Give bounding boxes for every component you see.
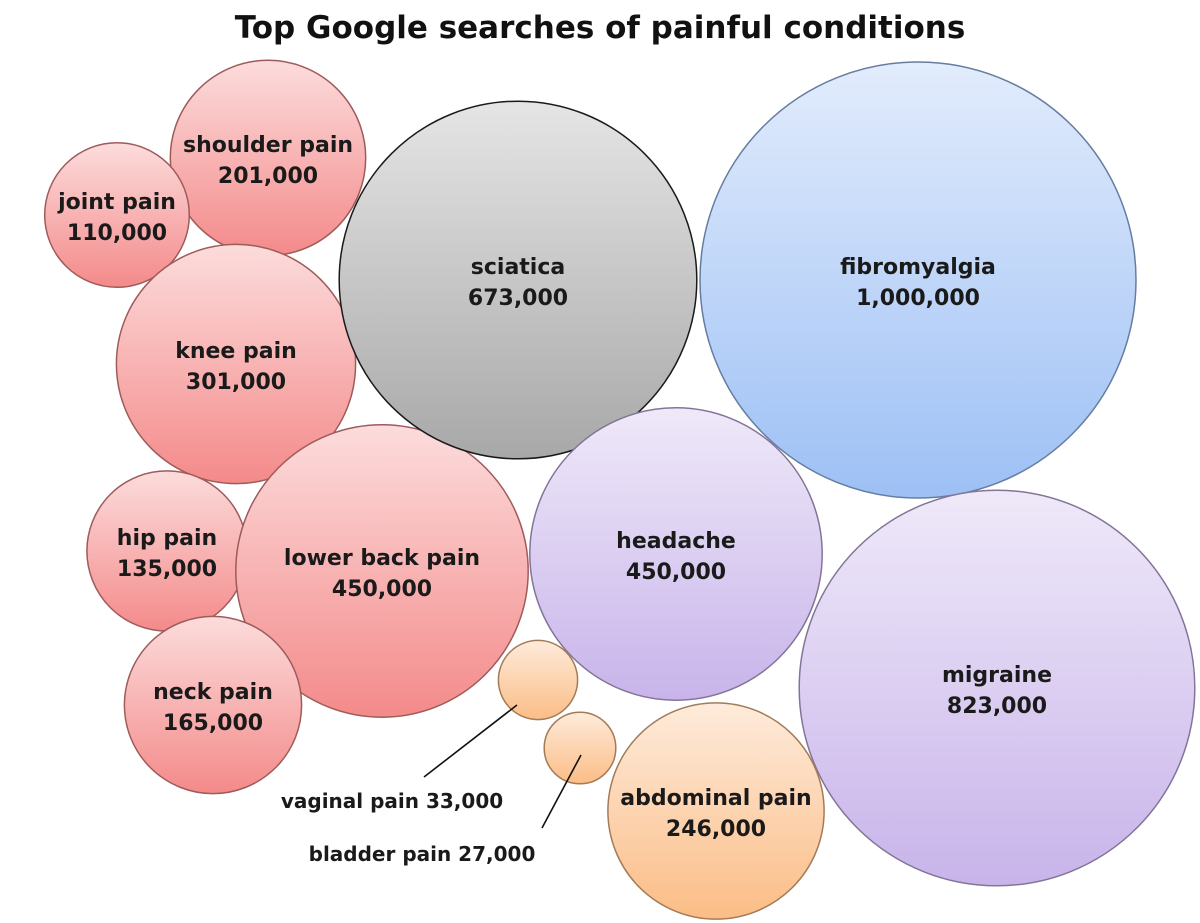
bubble-knee-pain: knee pain 301,000 — [115, 243, 357, 485]
bubble-bladder-pain — [543, 711, 617, 785]
bubble-circle-fibromyalgia — [699, 61, 1137, 499]
bubble-abdominal-pain: abdominal pain 246,000 — [607, 702, 825, 920]
bubble-value-migraine: 823,000 — [947, 694, 1047, 719]
bubble-circle-shoulder-pain — [169, 59, 367, 257]
bubble-value-fibromyalgia: 1,000,000 — [856, 286, 980, 311]
bubble-circle-hip-pain — [86, 470, 248, 632]
bubble-name-lower-back-pain: lower back pain — [284, 546, 480, 571]
bubble-circle-sciatica — [338, 100, 698, 460]
bubble-sciatica: sciatica 673,000 — [338, 100, 698, 460]
bubble-value-knee-pain: 301,000 — [186, 370, 286, 395]
bubble-shoulder-pain: shoulder pain 201,000 — [169, 59, 367, 257]
bubble-value-joint-pain: 110,000 — [67, 221, 167, 246]
bubble-circle-migraine — [798, 489, 1196, 887]
bubble-name-headache: headache — [616, 529, 736, 554]
callout-layer: vaginal pain 33,000 bladder pain 27,000 — [281, 704, 582, 866]
callout-label-vaginal-pain: vaginal pain 33,000 — [281, 789, 503, 813]
bubble-circle-neck-pain — [123, 615, 303, 795]
bubble-fibromyalgia: fibromyalgia 1,000,000 — [699, 61, 1137, 499]
bubble-circle-vaginal-pain — [497, 639, 579, 721]
bubble-name-knee-pain: knee pain — [175, 339, 297, 364]
bubble-vaginal-pain — [497, 639, 579, 721]
bubble-name-abdominal-pain: abdominal pain — [620, 786, 811, 811]
bubble-name-fibromyalgia: fibromyalgia — [840, 255, 996, 280]
bubble-circle-lower-back-pain — [235, 424, 529, 718]
bubble-migraine: migraine 823,000 — [798, 489, 1196, 887]
bubble-value-headache: 450,000 — [626, 560, 726, 585]
bubble-name-sciatica: sciatica — [471, 255, 565, 280]
bubble-lower-back-pain: lower back pain 450,000 — [235, 424, 529, 718]
bubble-name-hip-pain: hip pain — [117, 526, 217, 551]
bubble-value-hip-pain: 135,000 — [117, 557, 217, 582]
bubble-circle-bladder-pain — [543, 711, 617, 785]
callout-line-bladder-pain — [541, 754, 582, 829]
bubble-name-neck-pain: neck pain — [153, 680, 273, 705]
bubble-circle-joint-pain — [43, 141, 191, 289]
callout-label-bladder-pain: bladder pain 27,000 — [309, 842, 536, 866]
bubble-value-lower-back-pain: 450,000 — [332, 577, 432, 602]
bubble-hip-pain: hip pain 135,000 — [86, 470, 248, 632]
callout-line-vaginal-pain — [423, 704, 518, 778]
bubble-headache: headache 450,000 — [529, 407, 823, 701]
bubble-circle-headache — [529, 407, 823, 701]
chart-title: Top Google searches of painful condition… — [234, 10, 966, 46]
bubble-value-neck-pain: 165,000 — [163, 711, 263, 736]
bubble-value-abdominal-pain: 246,000 — [666, 817, 766, 842]
bubble-name-shoulder-pain: shoulder pain — [183, 133, 353, 158]
bubble-value-shoulder-pain: 201,000 — [218, 164, 318, 189]
bubble-name-migraine: migraine — [942, 663, 1052, 688]
bubble-joint-pain: joint pain 110,000 — [43, 141, 191, 289]
bubble-value-sciatica: 673,000 — [468, 286, 568, 311]
bubble-circle-abdominal-pain — [607, 702, 825, 920]
bubble-circle-knee-pain — [115, 243, 357, 485]
bubble-name-joint-pain: joint pain — [57, 190, 176, 215]
bubble-neck-pain: neck pain 165,000 — [123, 615, 303, 795]
